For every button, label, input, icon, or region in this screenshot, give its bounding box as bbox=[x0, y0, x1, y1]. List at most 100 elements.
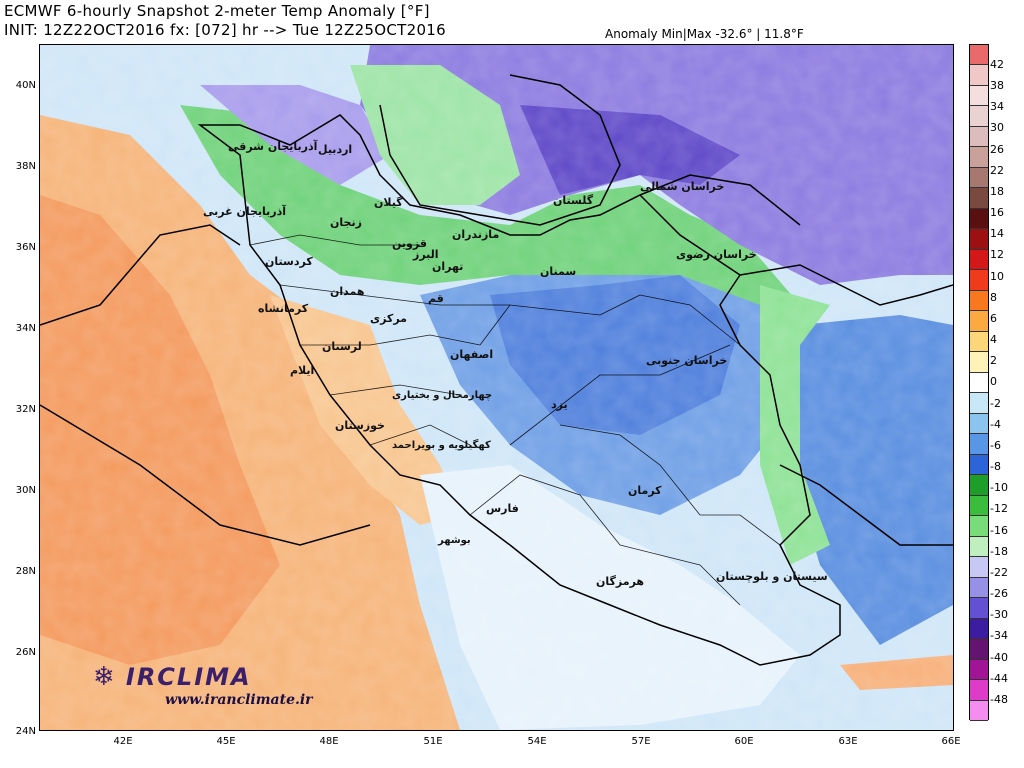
colorbar-swatch bbox=[970, 352, 988, 373]
colorbar-label: 22 bbox=[990, 163, 1004, 177]
colorbar-label: -44 bbox=[990, 671, 1008, 685]
anomaly-map bbox=[40, 45, 953, 730]
colorbar-swatch bbox=[970, 577, 988, 599]
lat-label-36n: 36N bbox=[15, 242, 36, 253]
colorbar-label: 2 bbox=[990, 354, 997, 368]
colorbar-swatch bbox=[970, 680, 988, 701]
init-forecast-line: INIT: 12Z22OCT2016 fx: [072] hr --> Tue … bbox=[4, 21, 446, 39]
iran-border bbox=[197, 114, 841, 666]
logo-text: IRCLIMA bbox=[125, 663, 252, 691]
province-label: خوزستان bbox=[335, 419, 385, 432]
iraq-border bbox=[40, 224, 241, 326]
province-label: کهگیلویه و بویراحمد bbox=[392, 440, 491, 451]
province-label: کردستان bbox=[265, 255, 313, 268]
colorbar-swatch bbox=[970, 167, 988, 189]
afghan-border bbox=[739, 264, 953, 306]
colorbar-swatch bbox=[970, 434, 988, 455]
lat-label-40n: 40N bbox=[15, 80, 36, 91]
map-panel bbox=[39, 44, 954, 731]
colorbar-label: 4 bbox=[990, 333, 997, 347]
colorbar-label: 8 bbox=[990, 290, 997, 304]
colorbar-swatch bbox=[970, 495, 988, 517]
province-label: خراسان شمالی bbox=[640, 180, 725, 193]
colorbar-swatch bbox=[970, 700, 988, 721]
lon-label-63e: 63E bbox=[838, 736, 858, 747]
colorbar-label: -18 bbox=[990, 544, 1008, 558]
colorbar-label: -6 bbox=[990, 438, 1001, 452]
lat-label-24n: 24N bbox=[15, 726, 36, 737]
colorbar-swatch bbox=[970, 106, 988, 127]
colorbar-swatch bbox=[970, 536, 988, 558]
colorbar-swatch bbox=[970, 311, 988, 332]
colorbar-label: 14 bbox=[990, 227, 1004, 241]
province-borders bbox=[249, 234, 781, 606]
colorbar-label: -4 bbox=[990, 417, 1001, 431]
snowflake-icon: ❄ bbox=[93, 662, 115, 692]
chart-title: ECMWF 6-hourly Snapshot 2-meter Temp Ano… bbox=[4, 2, 430, 20]
province-label: خراسان رضوی bbox=[676, 248, 757, 261]
lon-label-45e: 45E bbox=[216, 736, 236, 747]
colorbar-label: -10 bbox=[990, 481, 1008, 495]
province-label: یزد bbox=[551, 398, 568, 411]
colorbar-label: 42 bbox=[990, 58, 1004, 71]
lon-label-42e: 42E bbox=[113, 736, 133, 747]
colorbar-label: 38 bbox=[990, 79, 1004, 93]
colorbar-swatch bbox=[970, 85, 988, 107]
province-label: تهران bbox=[432, 260, 464, 273]
pakistan-border bbox=[779, 464, 953, 546]
lon-label-51e: 51E bbox=[423, 736, 443, 747]
colorbar-swatch bbox=[970, 188, 988, 209]
colorbar-swatch bbox=[970, 249, 988, 271]
colorbar-swatch bbox=[970, 598, 988, 619]
colorbar-label: -22 bbox=[990, 565, 1008, 579]
colorbar-swatch bbox=[970, 475, 988, 496]
province-label: اصفهان bbox=[450, 348, 494, 361]
colorbar-swatch bbox=[970, 147, 988, 168]
colorbar-swatch bbox=[970, 393, 988, 414]
colorbar-label: -30 bbox=[990, 608, 1008, 622]
lat-label-28n: 28N bbox=[15, 566, 36, 577]
colorbar-swatch bbox=[970, 331, 988, 353]
colorbar-label: -34 bbox=[990, 629, 1008, 643]
colorbar-label: 10 bbox=[990, 269, 1004, 283]
colorbar-label: -12 bbox=[990, 502, 1008, 516]
colorbar-label: 0 bbox=[990, 375, 997, 389]
province-label: سیستان و بلوچستان bbox=[716, 570, 828, 583]
lat-label-38n: 38N bbox=[15, 161, 36, 172]
caspian-coast bbox=[379, 74, 621, 226]
lon-label-57e: 57E bbox=[631, 736, 651, 747]
lat-label-32n: 32N bbox=[15, 404, 36, 415]
colorbar-label: -2 bbox=[990, 396, 1001, 410]
province-label: زنجان bbox=[330, 216, 362, 229]
province-label: آذربایجان غربی bbox=[203, 205, 287, 218]
logo-url: www.iranclimate.ir bbox=[165, 692, 313, 708]
colorbar-label: 34 bbox=[990, 100, 1004, 114]
colorbar-swatch bbox=[970, 516, 988, 537]
colorbar-label: -26 bbox=[990, 587, 1008, 601]
colorbar-swatch bbox=[970, 229, 988, 250]
lat-label-34n: 34N bbox=[15, 323, 36, 334]
borders bbox=[40, 74, 953, 666]
colorbar-label: 18 bbox=[990, 184, 1004, 198]
province-label: گیلان bbox=[374, 196, 403, 209]
colorbar-swatch bbox=[970, 557, 988, 578]
province-label: قزوین bbox=[392, 237, 427, 250]
colorbar bbox=[969, 44, 989, 721]
province-label: کرمان bbox=[628, 484, 662, 497]
province-label: البرز bbox=[413, 248, 439, 261]
colorbar-swatch bbox=[970, 659, 988, 681]
colorbar-label: 26 bbox=[990, 142, 1004, 156]
lon-label-54e: 54E bbox=[527, 736, 547, 747]
irclima-logo: ❄ IRCLIMA bbox=[93, 662, 252, 692]
province-label: آذربایجان شرقی bbox=[228, 140, 318, 153]
lon-label-66e: 66E bbox=[941, 736, 961, 747]
colorbar-swatch bbox=[970, 618, 988, 640]
lat-label-26n: 26N bbox=[15, 647, 36, 658]
province-label: سمنان bbox=[540, 265, 577, 278]
colorbar-swatch bbox=[970, 290, 988, 312]
province-label: هرمزگان bbox=[596, 575, 645, 588]
colorbar-swatch bbox=[970, 270, 988, 291]
province-label: کرمانشاه bbox=[258, 302, 309, 315]
province-label: قم bbox=[428, 292, 444, 305]
province-label: گلستان bbox=[553, 194, 594, 207]
